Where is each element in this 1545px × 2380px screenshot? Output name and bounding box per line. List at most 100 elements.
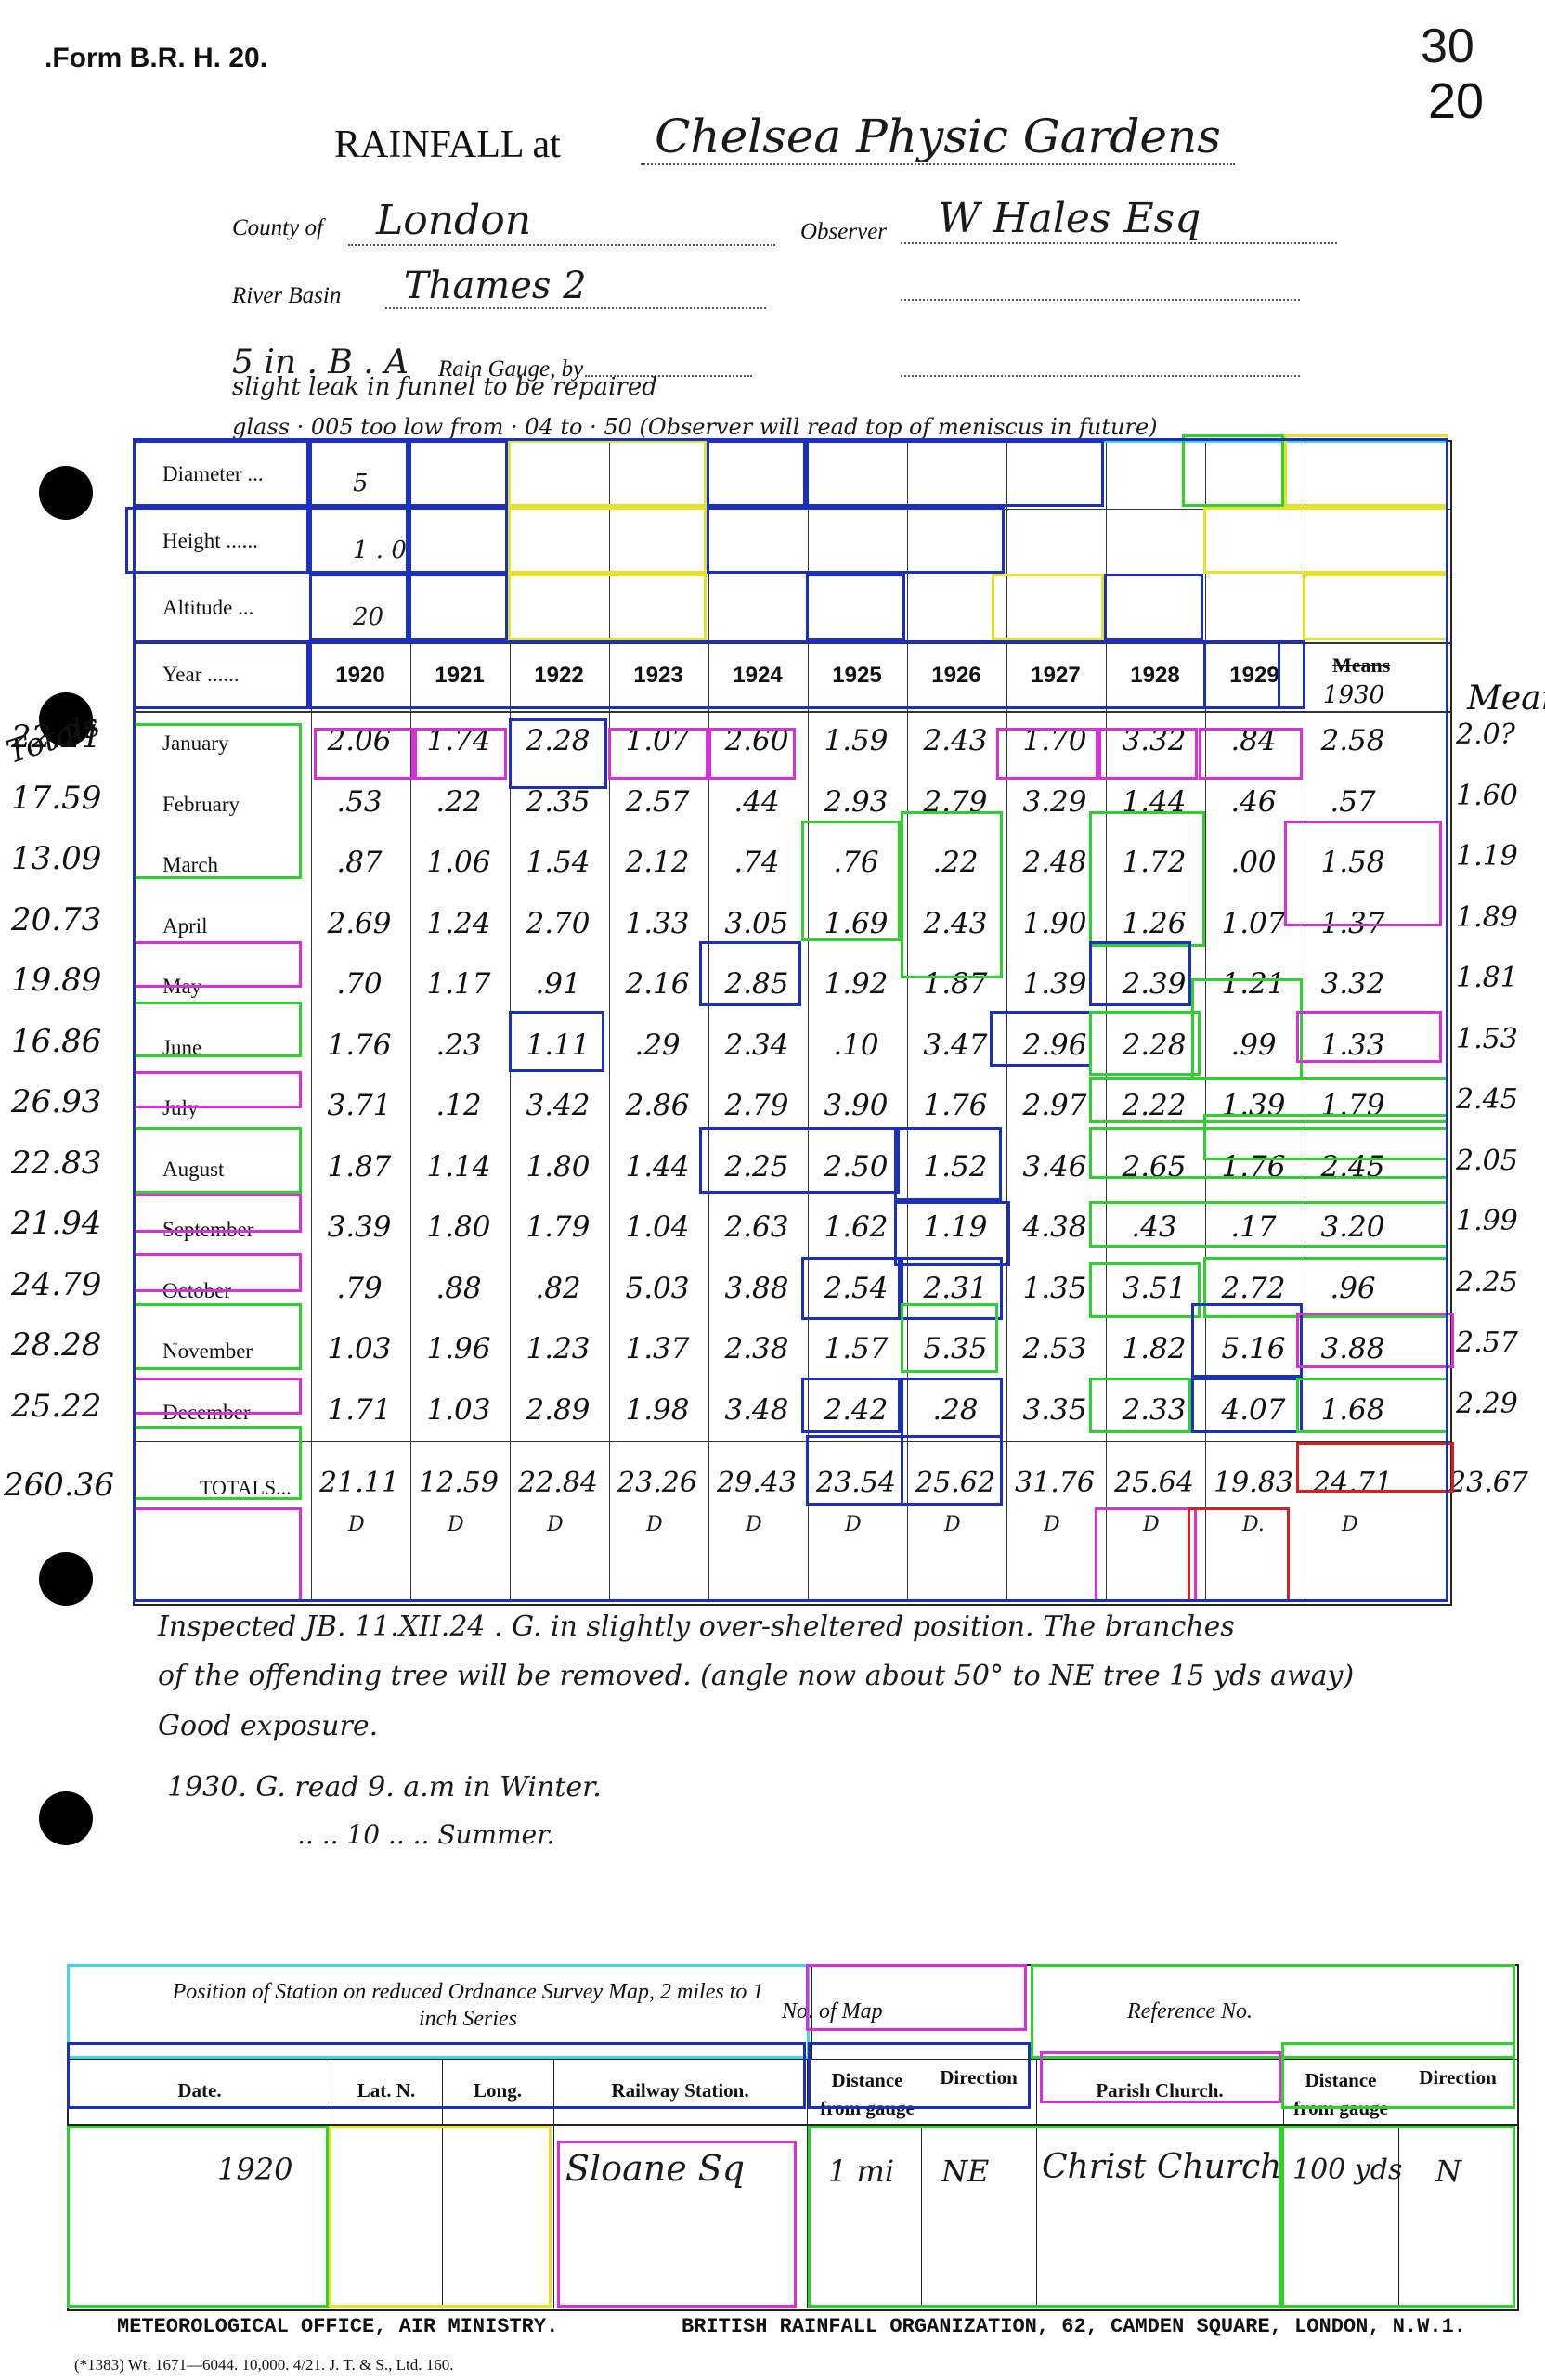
- row-direction2: N: [1435, 2154, 1461, 2189]
- month-mean: 2.57: [1456, 1326, 1518, 1359]
- total-value: 31.76: [1015, 1467, 1095, 1499]
- checked-mark: D: [448, 1513, 464, 1536]
- column-divider: [907, 442, 908, 1602]
- rainfall-value: 2.89: [526, 1392, 591, 1427]
- month-side-total: 19.89: [11, 962, 102, 999]
- rainfall-value: 1.19: [923, 1210, 988, 1244]
- rainfall-value: 1.39: [1022, 967, 1087, 1001]
- row-divider: [135, 711, 1450, 713]
- checked-mark: D: [845, 1513, 862, 1536]
- county-label: County of: [232, 215, 323, 240]
- year-1927: 1927: [1031, 663, 1081, 688]
- rainfall-value: 2.31: [923, 1271, 988, 1305]
- means-side-header: Mean: [1467, 679, 1545, 718]
- rainfall-value: 1.69: [824, 906, 889, 940]
- gauge-note-1: slight leak in funnel to be repaired: [232, 373, 657, 401]
- year-1928: 1928: [1130, 663, 1180, 688]
- annotation-box: [508, 440, 707, 507]
- rainfall-value: 2.12: [625, 846, 690, 879]
- checked-mark: D: [746, 1513, 762, 1536]
- rainfall-value: 3.32: [1320, 967, 1385, 1001]
- station-name: Chelsea Physic Gardens: [641, 110, 1235, 165]
- direction2-header: Direction: [1419, 2066, 1497, 2089]
- rainfall-value: 1.98: [625, 1392, 690, 1427]
- rainfall-value: 2.50: [824, 1149, 889, 1184]
- month-label-february: February: [162, 792, 240, 816]
- grand-mean: 23.67: [1448, 1467, 1528, 1499]
- column-divider: [1006, 442, 1007, 1602]
- grand-side-total: 260.36: [4, 1467, 114, 1504]
- column-divider: [410, 442, 411, 1602]
- date-header: Date.: [177, 2079, 222, 2102]
- rainfall-value: 1.03: [426, 1392, 491, 1427]
- punch-hole-4: [39, 1791, 93, 1845]
- rainfall-value: .99: [1230, 1028, 1277, 1062]
- annotation-box: [708, 728, 796, 780]
- rainfall-value: .57: [1330, 784, 1376, 819]
- rainfall-value: 2.96: [1022, 1028, 1087, 1062]
- rainfall-value: 1.87: [327, 1149, 392, 1184]
- rainfall-value: 2.28: [1122, 1028, 1187, 1062]
- rainfall-value: 3.46: [1022, 1149, 1087, 1184]
- checked-mark: D: [1342, 1513, 1358, 1536]
- month-side-total: 24.79: [11, 1265, 102, 1303]
- long-header: Long.: [474, 2079, 522, 2102]
- annotation-box: [801, 1378, 901, 1433]
- label-altitude: Altitude ...: [162, 596, 254, 619]
- annot-ref-box: [1031, 1964, 1515, 2059]
- annotation-box: [1296, 1442, 1454, 1493]
- total-value: 23.26: [617, 1467, 697, 1499]
- gauge-height-value: 1 . 0: [353, 537, 407, 564]
- annotation-box: [894, 1201, 1010, 1266]
- rainfall-value: 3.88: [724, 1271, 789, 1305]
- annotation-box: [125, 507, 309, 574]
- gauge-type: 5 in . B . A: [232, 343, 409, 382]
- rainfall-value: 2.69: [327, 906, 392, 940]
- rainfall-value: 1.33: [1320, 1028, 1385, 1062]
- month-side-total: 20.73: [11, 900, 102, 938]
- rainfall-value: 2.70: [526, 906, 591, 940]
- month-side-total: 22.83: [11, 1144, 102, 1182]
- rainfall-value: .76: [833, 846, 879, 879]
- annotation-box: [309, 574, 409, 640]
- rainfall-value: 1.79: [1320, 1089, 1385, 1122]
- annotation-box: [508, 574, 707, 640]
- rainfall-value: 2.93: [824, 784, 889, 819]
- rainfall-value: 1.80: [426, 1210, 491, 1244]
- rainfall-value: 2.63: [724, 1210, 789, 1244]
- total-value: 24.71: [1313, 1467, 1393, 1499]
- year-1924: 1924: [733, 663, 783, 688]
- annot-dist-box: [808, 2042, 1031, 2109]
- observer-label: Observer: [800, 219, 888, 244]
- rainfall-value: 3.88: [1320, 1332, 1385, 1365]
- annotation-box: [996, 728, 1098, 780]
- gauge-note-2: glass · 005 too low from · 04 to · 50 (O…: [232, 414, 1158, 440]
- rainfall-value: 3.20: [1320, 1210, 1385, 1244]
- year-1930: 1930: [1322, 681, 1385, 709]
- rainfall-value: 1.39: [1221, 1089, 1286, 1122]
- rainfall-value: 2.39: [1122, 967, 1187, 1001]
- rainfall-value: 3.39: [327, 1210, 392, 1244]
- rainfall-value: 2.48: [1022, 846, 1087, 879]
- rainfall-value: 1.82: [1122, 1332, 1187, 1365]
- rainfall-value: 2.28: [526, 724, 591, 757]
- month-side-total: 25.22: [11, 1387, 102, 1425]
- month-mean: 1.99: [1456, 1205, 1518, 1237]
- rainfall-value: 1.03: [327, 1332, 392, 1365]
- rainfall-value: 2.43: [923, 906, 988, 940]
- month-mean: 2.25: [1456, 1265, 1518, 1299]
- annotation-box: [1296, 1313, 1454, 1368]
- footer-right: BRITISH RAINFALL ORGANIZATION, 62, CAMDE…: [682, 2315, 1466, 2338]
- month-mean: 2.05: [1456, 1144, 1518, 1177]
- annotation-box: [1089, 1262, 1201, 1318]
- gauge-label: Rain Gauge, by: [438, 356, 584, 382]
- annotation-box: [806, 574, 905, 640]
- annotation-box: [1296, 1011, 1442, 1063]
- annot-headers-box: [67, 2042, 806, 2109]
- month-label-september: September: [162, 1218, 254, 1241]
- gauge-altitude-value: 20: [353, 603, 384, 631]
- rainfall-value: 1.57: [824, 1332, 889, 1365]
- annotation-box: [699, 941, 801, 1006]
- rainfall-value: 4.07: [1221, 1392, 1286, 1427]
- month-label-april: April: [162, 913, 208, 938]
